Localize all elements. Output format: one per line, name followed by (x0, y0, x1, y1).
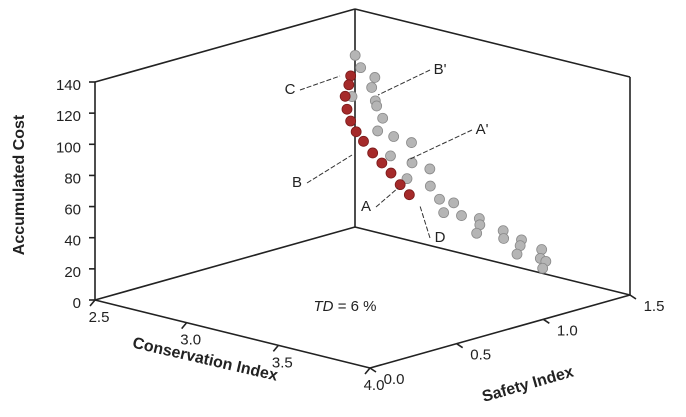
box-edge (354, 8, 631, 78)
point (369, 72, 381, 83)
point (536, 244, 548, 255)
y-tick-label: 1.0 (557, 322, 578, 339)
point (388, 131, 400, 142)
point (406, 137, 417, 148)
x-tick-label: 3.0 (180, 332, 201, 349)
point (341, 103, 353, 115)
y-tick (456, 343, 464, 349)
x-axis-title: Conservation Index (131, 335, 280, 385)
box-edge (94, 226, 356, 301)
x-tick-label: 2.5 (89, 309, 110, 326)
point (456, 210, 467, 221)
y-axis-title: Safety Index (480, 364, 575, 406)
y-tick (542, 318, 550, 324)
z-tick-label: 40 (64, 233, 81, 250)
z-tick-label: 80 (64, 170, 81, 187)
point (349, 49, 361, 61)
point (339, 90, 351, 102)
annotation-leader (419, 205, 431, 239)
z-tick-label: 120 (56, 108, 81, 125)
note: TD = 6 % (314, 298, 377, 315)
box-edge (94, 8, 356, 83)
point (434, 193, 445, 205)
y-tick-label: 1.5 (644, 298, 665, 315)
point (385, 150, 396, 162)
annotation-leader (375, 187, 399, 208)
point (376, 157, 388, 169)
y-tick-label: 0.5 (470, 347, 491, 364)
y-tick (629, 294, 637, 300)
x-tick (89, 299, 96, 307)
point (394, 179, 406, 191)
annotation-leader (306, 154, 353, 184)
point (511, 248, 523, 260)
point (343, 79, 355, 91)
point (471, 227, 483, 239)
point (537, 262, 549, 274)
point (371, 100, 383, 112)
point (438, 207, 450, 219)
annotation: B' (434, 61, 447, 78)
z-tick-label: 60 (64, 202, 81, 219)
annotation: A (361, 198, 371, 215)
point (498, 233, 510, 244)
z-tick-label: 100 (56, 139, 81, 156)
x-tick-label: 3.5 (272, 354, 293, 371)
point (358, 135, 369, 147)
box-edge (94, 299, 371, 369)
annotation: A' (476, 121, 489, 138)
annotation-leader (299, 75, 341, 91)
point (377, 112, 389, 124)
x-tick (364, 367, 371, 375)
point (424, 180, 436, 192)
point (424, 163, 436, 175)
point (448, 197, 460, 209)
x-tick-label: 4.0 (364, 377, 385, 394)
x-tick (181, 322, 188, 330)
point (372, 125, 384, 137)
z-tick-label: 20 (64, 264, 81, 281)
point (385, 167, 397, 179)
point (366, 82, 378, 93)
point (345, 115, 357, 127)
annotation-leader (407, 129, 473, 161)
point (367, 147, 379, 159)
point (406, 157, 418, 169)
y-tick (369, 367, 377, 373)
box-edge (354, 226, 631, 296)
annotation-leader (377, 69, 431, 96)
point (401, 173, 413, 185)
annotation: B (292, 174, 302, 191)
point (403, 189, 415, 201)
z-tick-label: 140 (56, 77, 81, 94)
y-tick-label: 0.0 (384, 371, 405, 388)
box-edge (369, 294, 631, 369)
point (350, 126, 362, 138)
x-tick (272, 344, 279, 352)
z-tick-label: 0 (73, 295, 81, 312)
note-text: = 6 % (338, 298, 377, 315)
z-axis-title: Accumulated Cost (11, 114, 28, 255)
point (355, 62, 367, 74)
annotation: C (285, 81, 296, 98)
note-italic: TD (314, 298, 334, 315)
point (345, 70, 357, 82)
annotation: D (435, 229, 446, 246)
